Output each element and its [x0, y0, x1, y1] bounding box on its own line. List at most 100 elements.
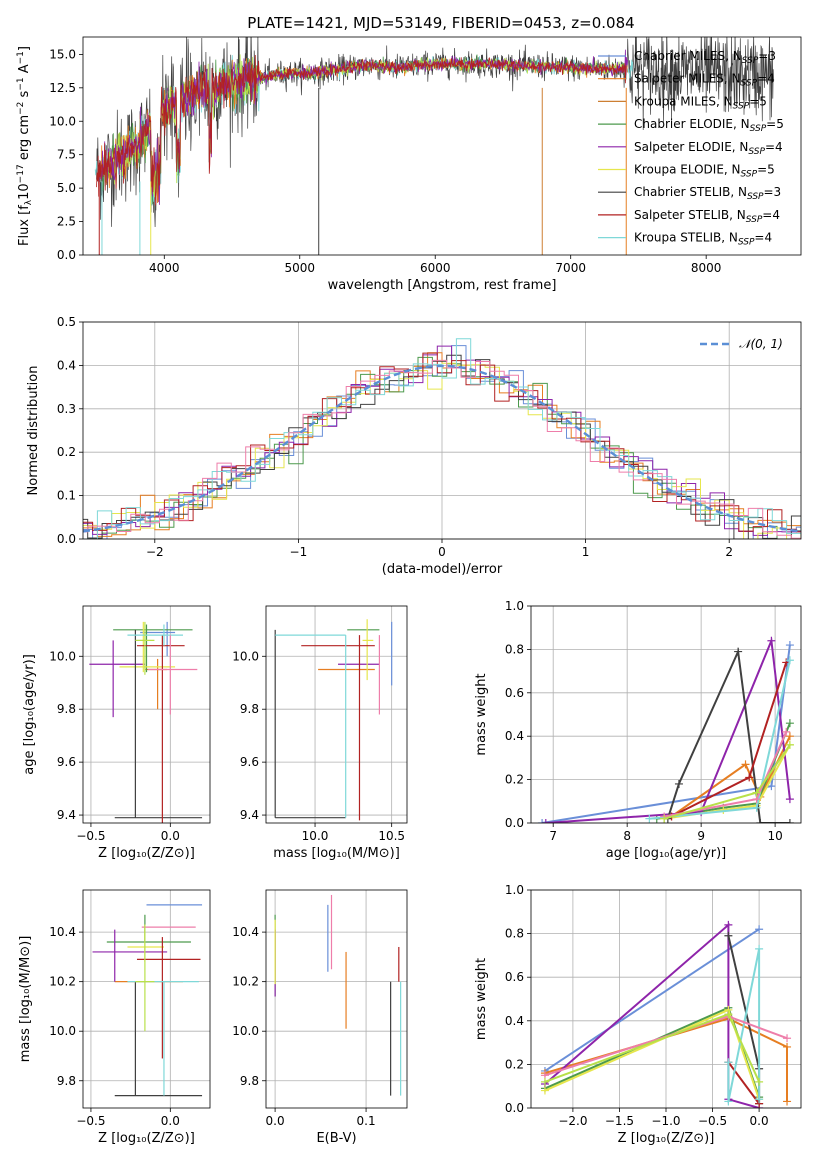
plot-area [540, 920, 792, 1108]
figure-title: PLATE=1421, MJD=53149, FIBERID=0453, z=0… [247, 14, 634, 32]
x-tick-label: −0.5 [76, 1114, 105, 1128]
y-tick-label: 10.2 [49, 975, 76, 989]
series-marker [660, 814, 669, 823]
y-label-part: −1 [16, 77, 26, 90]
series-marker [724, 920, 733, 929]
panel-age_vs_Z: −0.5 0.0 9.4 9.6 9.8 10.0 Z [log₁₀(Z/Z⊙)] age [… [22, 605, 211, 861]
series-marker [785, 819, 794, 823]
series-marker [674, 779, 683, 788]
axes-frame [82, 36, 802, 256]
legend-label-main: Chabrier ELODIE, N [634, 117, 750, 131]
legend-label-n: =4 [757, 72, 775, 86]
x-tick-label: −2 [146, 545, 164, 559]
legend-label-n: =5 [766, 117, 784, 131]
plot-area [89, 621, 203, 823]
legend-label: 𝒩(0, 1) [739, 337, 783, 351]
series-line [545, 636, 791, 823]
plot-area [274, 894, 402, 1096]
histogram-steps [83, 359, 801, 539]
y-tick-label: 10.0 [49, 1024, 76, 1038]
legend-label: Kroupa STELIB, NSSP=4 [634, 231, 772, 248]
legend-label: Salpeter ELODIE, NSSP=4 [634, 140, 783, 157]
series-marker [782, 727, 791, 736]
legend-label: Chabrier ELODIE, NSSP=5 [634, 117, 784, 134]
legend-label-n: =4 [762, 208, 780, 222]
series-marker [783, 1042, 792, 1051]
x-tick-label: 0.1 [357, 1114, 376, 1128]
x-tick-label: 10.0 [302, 829, 329, 843]
y-tick-label: 0.8 [505, 927, 524, 941]
y-label-part: λ [24, 199, 34, 205]
y-tick-label: 0.4 [505, 729, 524, 743]
y-axis-label: Normed distribution [26, 366, 41, 496]
legend-label: Kroupa MILES, NSSP=5 [634, 94, 767, 111]
series-marker [785, 719, 794, 728]
series-line [544, 1008, 761, 1100]
x-tick-label: −1 [290, 545, 308, 559]
y-tick-label: 0.0 [505, 1101, 524, 1115]
axes-frame [530, 605, 802, 824]
y-tick-label: 0.2 [57, 445, 76, 459]
x-tick-label: 7000 [555, 261, 586, 275]
series-line [544, 1013, 761, 1083]
x-tick-label: −1.0 [651, 1114, 680, 1128]
x-tick-label: 1 [582, 545, 590, 559]
y-tick-label: 10.4 [49, 925, 76, 939]
series-marker [755, 944, 764, 953]
legend-label: Chabrier MILES, NSSP=3 [634, 49, 776, 66]
legend-label: Chabrier STELIB, NSSP=3 [634, 185, 781, 202]
y-tick-label: 10.0 [232, 649, 259, 663]
y-tick-label: 0.6 [505, 970, 524, 984]
y-label-part: −2 [16, 102, 26, 115]
legend-label-main: Chabrier STELIB, N [634, 185, 747, 199]
axes-frame [530, 889, 802, 1109]
series-marker [755, 1095, 764, 1104]
panel-mass_vs_Z: −0.5 0.0 9.8 10.0 10.2 10.4 Z [log₁₀(Z/Z⊙)] mas… [18, 889, 211, 1146]
y-label-part: A [17, 64, 32, 77]
x-tick-label: 9 [697, 829, 705, 843]
legend-label: Salpeter STELIB, NSSP=4 [634, 208, 780, 225]
y-axis-label: Flux [fλ10−17 erg cm−2 s−1 A−1] [16, 46, 34, 246]
axes-frame [82, 605, 211, 824]
x-tick-label: 8000 [691, 261, 722, 275]
y-tick-label: 10.0 [49, 114, 76, 128]
series-line [727, 1061, 760, 1105]
series-marker [783, 1034, 792, 1043]
y-tick-label: 10.4 [232, 925, 259, 939]
legend-label-n: =4 [754, 231, 772, 245]
legend-label-sub: SSP [747, 192, 764, 202]
x-tick-label: −0.5 [76, 829, 105, 843]
legend-label-main: Kroupa MILES, N [634, 94, 733, 108]
y-axis-label: mass [log₁₀(M/M⊙)] [18, 936, 33, 1063]
legend-label-n: =5 [757, 163, 775, 177]
panel-spectrum: 4000 5000 6000 7000 8000 0.0 2.5 5.0 7.5 10.0 12.5… [16, 36, 802, 293]
x-axis-label: mass [log₁₀(M/M⊙)] [273, 846, 400, 861]
series-marker [756, 819, 765, 823]
x-tick-label: −2.0 [558, 1114, 587, 1128]
x-tick-label: 5000 [284, 261, 315, 275]
series-marker [752, 803, 761, 812]
y-tick-label: 1.0 [505, 883, 524, 897]
y-axis-label: mass weight [474, 958, 489, 1040]
y-tick-label: 0.3 [57, 402, 76, 416]
legend-label-sub: SSP [750, 124, 767, 134]
panel-massweight_vs_age: 7 8 9 10 0.0 0.2 0.4 0.6 0.8 1.0 age [log₁₀(age/yr… [474, 599, 802, 861]
series-marker [767, 636, 776, 645]
series-marker [785, 641, 794, 650]
legend-label-n: =4 [765, 140, 783, 154]
series-line [541, 644, 791, 823]
y-tick-label: 0.8 [505, 642, 524, 656]
y-label-part: 10 [17, 183, 32, 200]
y-tick-label: 10.0 [232, 1024, 259, 1038]
series-line [544, 928, 760, 1072]
x-tick-label: 7 [549, 829, 557, 843]
y-tick-label: 0.2 [505, 1057, 524, 1071]
y-tick-label: 9.8 [240, 702, 259, 716]
series-marker [785, 656, 794, 665]
y-tick-label: 7.5 [57, 148, 76, 162]
series-marker [541, 819, 550, 823]
x-axis-label: age [log₁₀(age/yr)] [606, 846, 727, 861]
legend-label-main: Salpeter ELODIE, N [634, 140, 748, 154]
legend-label-sub: SSP [738, 238, 755, 248]
x-tick-label: 2 [725, 545, 733, 559]
